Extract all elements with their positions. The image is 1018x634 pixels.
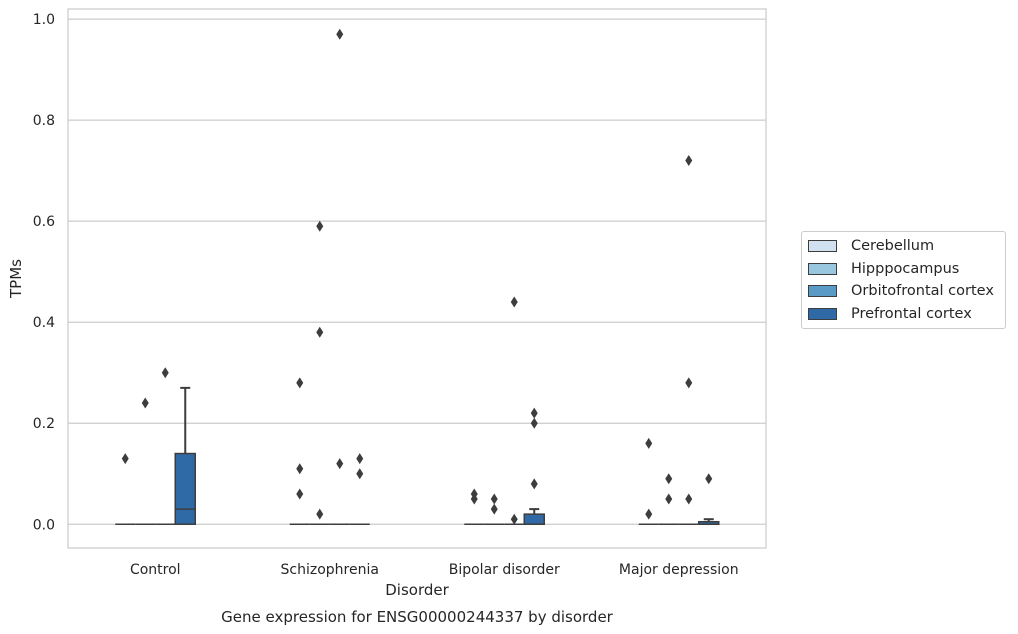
box-3-1 (349, 453, 370, 526)
outlier-point (645, 508, 653, 520)
gridlines (68, 18, 766, 525)
x-tick-label: Control (130, 562, 181, 578)
legend-label: Orbitofrontal cortex (851, 283, 994, 300)
box-1-1 (309, 220, 330, 526)
outlier-point (470, 493, 478, 505)
y-tick-label: 1.0 (33, 12, 55, 28)
x-tick-label: Major depression (619, 562, 739, 578)
legend-swatch (808, 285, 837, 298)
legend-label: Hipppocampus (851, 260, 960, 277)
box-0-1 (289, 377, 310, 526)
legend-swatch (808, 240, 837, 253)
outlier-point (121, 453, 129, 465)
outlier-point (685, 155, 693, 167)
box-1-2 (484, 493, 505, 526)
x-tick-label: Schizophrenia (281, 562, 379, 578)
box-2-1 (329, 28, 350, 526)
box-0-2 (464, 488, 485, 526)
y-axis: 0.0 0.2 0.4 0.6 0.8 1.0 (33, 12, 55, 533)
x-axis-title: Disorder (385, 581, 449, 599)
legend: Cerebellum Hipppocampus Orbitofrontal cort… (801, 231, 1006, 329)
legend-item: Orbitofrontal cortex (802, 280, 1005, 303)
box-plots (115, 28, 720, 526)
box-body (523, 513, 545, 526)
outlier-point (685, 377, 693, 389)
outlier-point (356, 468, 364, 480)
legend-swatch (808, 262, 837, 275)
legend-label: Prefrontal cortex (851, 305, 972, 322)
outlier-point (530, 478, 538, 490)
y-axis-title: TPMs (7, 259, 25, 299)
outlier-point (161, 367, 169, 379)
legend-item: Hipppocampus (802, 258, 1005, 281)
outlier-point (510, 513, 518, 525)
outlier-point (356, 453, 364, 465)
y-tick-label: 0.8 (33, 113, 55, 129)
box-body (174, 452, 196, 526)
chart-title: Gene expression for ENSG00000244337 by d… (221, 608, 614, 626)
box-3-0 (174, 386, 196, 526)
outlier-point (510, 296, 518, 308)
x-tick-label: Bipolar disorder (449, 562, 560, 578)
outlier-point (645, 437, 653, 449)
box-2-3 (678, 155, 699, 526)
outlier-point (530, 407, 538, 419)
outlier-point (316, 326, 324, 338)
outlier-point (336, 458, 344, 470)
legend-item: Cerebellum (802, 235, 1005, 258)
box-3-2 (523, 407, 545, 526)
outlier-point (316, 220, 324, 232)
outlier-point (296, 463, 304, 475)
box-0-3 (638, 437, 659, 526)
y-tick-label: 0.6 (33, 214, 55, 230)
legend-item: Prefrontal cortex (802, 303, 1005, 326)
outlier-point (296, 377, 304, 389)
outlier-point (685, 493, 693, 505)
outlier-point (336, 28, 344, 40)
outlier-point (141, 397, 149, 409)
box-1-0 (135, 397, 156, 526)
outlier-point (296, 488, 304, 500)
outlier-point (665, 493, 673, 505)
x-axis: Control Schizophrenia Bipolar disorder Majo… (130, 562, 739, 578)
outlier-point (490, 503, 498, 515)
box-1-3 (658, 473, 679, 526)
box-2-0 (155, 367, 176, 526)
box-2-2 (504, 296, 525, 526)
y-tick-label: 0.2 (33, 416, 55, 432)
box-3-3 (698, 473, 720, 526)
legend-label: Cerebellum (851, 238, 935, 255)
outlier-point (490, 493, 498, 505)
outlier-point (530, 417, 538, 429)
outlier-point (665, 473, 673, 485)
legend-swatch (808, 307, 837, 320)
box-0-0 (115, 453, 136, 526)
y-tick-label: 0.0 (33, 517, 55, 533)
outlier-point (316, 508, 324, 520)
y-tick-label: 0.4 (33, 315, 55, 331)
plot-frame (67, 8, 767, 549)
outlier-point (705, 473, 713, 485)
